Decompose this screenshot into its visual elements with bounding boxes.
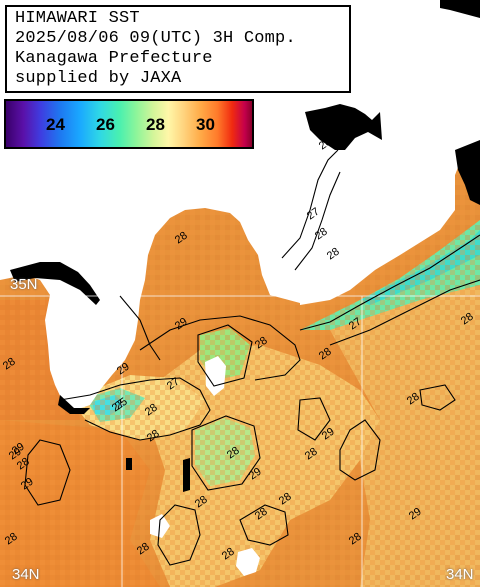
legend-tick-28: 28 — [146, 115, 165, 134]
isotherm-label: 28 — [325, 246, 342, 263]
isotherm-label: 28 — [135, 541, 152, 558]
isotherm-label: 28 — [220, 546, 237, 563]
isotherm-label: 27 — [165, 376, 182, 393]
missing-data-corner — [440, 0, 480, 18]
isotherm-label: 28 — [459, 311, 476, 328]
isotherm-label: 27 — [110, 398, 127, 415]
isotherm-label: 25 — [113, 396, 130, 413]
isotherm-label: 28 — [317, 136, 334, 153]
lat-label-35n: 35N — [10, 276, 38, 293]
isotherm-label: 28 — [1, 356, 18, 373]
isotherm-label: 28 — [193, 494, 210, 511]
isotherm-label: 29 — [407, 506, 424, 523]
island-south — [236, 548, 260, 576]
isotherm-labels: 2829282827282729282527282828272828282928… — [1, 136, 476, 563]
isotherm-label: 29 — [10, 441, 27, 458]
isotherm-label: 29 — [173, 316, 190, 333]
isotherm-label: 28 — [143, 402, 160, 419]
isotherm-label: 29 — [247, 466, 264, 483]
temperature-color-legend: 24 26 28 30 — [4, 99, 254, 149]
legend-tick-24: 24 — [46, 115, 65, 134]
isotherm-contours — [24, 149, 480, 566]
isotherm-label: 28 — [303, 446, 320, 463]
lat-label-34n-left: 34N — [12, 566, 40, 583]
isotherm-label: 29 — [115, 361, 132, 378]
isotherm-label: 28 — [277, 491, 294, 508]
isotherm-label: 28 — [347, 531, 364, 548]
lat-lon-gridlines — [0, 295, 480, 587]
map-title-box: HIMAWARI SST 2025/08/06 09(UTC) 3H Comp.… — [5, 5, 351, 93]
isotherm-label: 28 — [3, 531, 20, 548]
observation-datetime: 2025/08/06 09(UTC) 3H Comp. — [15, 29, 296, 48]
isotherm-label: 28 — [313, 226, 330, 243]
isotherm-label: 29 — [7, 446, 24, 463]
isotherm-label: 28 — [317, 346, 334, 363]
data-source: supplied by JAXA — [15, 69, 182, 88]
missing-data-north — [305, 104, 382, 150]
missing-data-rim-bay — [58, 395, 90, 414]
isotherm-label: 28 — [15, 456, 32, 473]
missing-data-west-coast — [10, 262, 100, 305]
product-name: HIMAWARI SST — [15, 9, 140, 28]
legend-tick-26: 26 — [96, 115, 115, 134]
island-enoshima-area — [205, 356, 226, 396]
isotherm-label: 28 — [405, 391, 422, 408]
legend-tick-30: 30 — [196, 115, 215, 134]
isotherm-label: 27 — [305, 206, 322, 223]
region-name: Kanagawa Prefecture — [15, 49, 213, 68]
missing-data-rim-2 — [126, 458, 132, 470]
isotherm-label: 29 — [19, 476, 36, 493]
isotherm-label: 28 — [253, 335, 270, 352]
missing-data-rim-1 — [183, 458, 190, 492]
isotherm-label: 29 — [320, 426, 337, 443]
missing-data-east — [455, 140, 480, 205]
isotherm-label: 27 — [347, 316, 364, 333]
isotherm-label: 28 — [173, 230, 190, 247]
isotherm-label: 28 — [145, 428, 162, 445]
isotherm-label: 28 — [253, 506, 270, 523]
isotherm-label: 28 — [225, 445, 242, 462]
lat-label-34n-right: 34N — [446, 566, 474, 583]
